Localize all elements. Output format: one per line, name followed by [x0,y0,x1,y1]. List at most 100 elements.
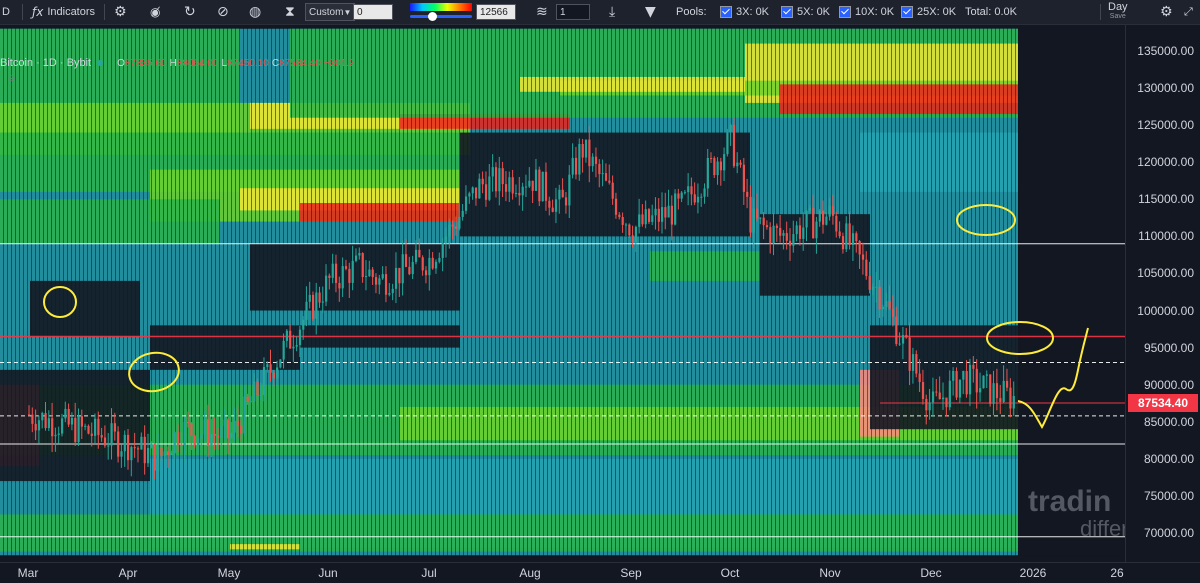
candle-body [61,418,64,434]
candle-body [742,164,745,192]
candle-body [282,340,285,360]
preset-select[interactable]: Custom ▼ [305,0,355,24]
candle-body [726,132,729,155]
candle-body [501,168,504,185]
interval-button[interactable]: Day Save [1108,0,1128,24]
layers-button[interactable]: ≋ [536,0,548,24]
heatmap-column-gap [307,25,308,562]
heatmap-column-gap [623,25,624,562]
heatmap-column-gap [795,25,796,562]
price-tick: 80000.00 [1143,451,1194,466]
heatmap-column-gap [35,25,36,562]
expand-button[interactable]: ⤢ [1184,0,1193,24]
candle-body [638,214,641,227]
candle-body [647,209,651,222]
chart-pane[interactable]: Bitcoin · 1D · Bybit O 87835.60 H 88064.00… [0,25,1125,562]
time-tick: Aug [519,566,541,580]
candle-body [315,292,318,319]
candle-body [785,233,788,241]
heatmap-column-gap [59,25,60,562]
candle-body [518,192,521,196]
heatmap-column-gap [11,25,12,562]
price-axis[interactable] [1125,25,1200,562]
heatmap-column-gap [519,25,520,562]
candle-body [240,425,243,434]
heatmap-column-gap [31,25,32,562]
hourglass-button[interactable]: ⧗ [285,0,295,24]
candle-body [548,200,551,208]
pool-10x-toggle[interactable]: 10X: 0K [839,0,894,24]
heatmap-column-gap [203,25,204,562]
time-axis[interactable] [0,562,1200,583]
chart-settings-button[interactable]: ⚙ [1160,0,1173,24]
heatmap-column-gap [899,25,900,562]
indicators-button[interactable]: ƒx Indicators [32,0,95,24]
heatmap-column-gap [95,25,96,562]
layers-input[interactable]: 1 [556,0,590,24]
candle-body [361,253,364,278]
candle-body [256,381,259,396]
heatmap-column-gap [943,25,944,562]
symbol-search[interactable]: D [2,0,10,24]
candle-body [311,294,315,319]
candle-body [841,236,845,250]
price-tick: 70000.00 [1143,526,1194,540]
heatmap-column-gap [571,25,572,562]
candle-body [845,223,848,250]
candle-body [631,235,634,243]
heatmap-column-gap [807,25,808,562]
heatmap-column-gap [499,25,500,562]
market-status-dot [97,60,104,66]
layers-icon: ≋ [536,4,548,20]
block-button[interactable]: ⊘ [217,0,229,24]
filter-button[interactable]: ▼ [645,0,656,24]
heatmap-column-gap [7,25,8,562]
candle-body [815,221,818,239]
palette-button[interactable]: ◍ [249,0,261,24]
heatmap-column-gap [295,25,296,562]
chart-legend: Bitcoin · 1D · Bybit O 87835.60 H 88064.00… [0,56,355,70]
heatmap-column-gap [607,25,608,562]
candle-body [795,225,798,235]
candle-body [594,156,598,164]
candle-body [1002,380,1005,402]
heatmap-column-gap [599,25,600,562]
slider-handle[interactable] [428,12,437,21]
candle-body [230,432,233,439]
heatmap-column-gap [251,25,252,562]
price-tick: 105000.00 [1137,266,1194,281]
divider [22,4,23,20]
candle-body [351,260,354,283]
settings-gear-button[interactable]: ⚙ [114,0,127,24]
candle-body [775,225,778,228]
candle-body [756,208,759,219]
refresh-button[interactable]: ↻ [184,0,196,24]
heatmap-column-gap [975,25,976,562]
download-button[interactable]: ⤓ [609,0,615,24]
heatmap-column-gap [271,25,272,562]
heatmap-column-gap [111,25,112,562]
heatmap-column-gap [299,25,300,562]
time-tick: Dec [920,566,942,580]
pool-25x-toggle[interactable]: 25X: 0K [901,0,956,24]
heatmap-column-gap [719,25,720,562]
heatmap-column-gap [183,25,184,562]
change-value: −301.2 [323,57,355,69]
pool-5x-toggle[interactable]: 5X: 0K [781,0,830,24]
preset-input[interactable]: 0 [353,0,393,24]
candle-body [249,401,253,403]
time-tick: Oct [720,566,740,580]
heatmap-column-gap [143,25,144,562]
candle-body [995,383,999,399]
heatmap-column-gap [79,25,80,562]
candle-body [302,319,305,330]
visibility-toggle[interactable]: ⊘ [8,73,16,83]
range-input[interactable]: 12566 [476,0,516,24]
pools-label: Pools: [676,0,707,24]
pool-3x-toggle[interactable]: 3X: 0K [720,0,769,24]
color-gradient-slider[interactable] [410,0,472,24]
hide-button[interactable]: ◉̸ [150,0,160,24]
heatmap-column-gap [703,25,704,562]
heatmap-column-gap [783,25,784,562]
candle-body [677,193,680,199]
